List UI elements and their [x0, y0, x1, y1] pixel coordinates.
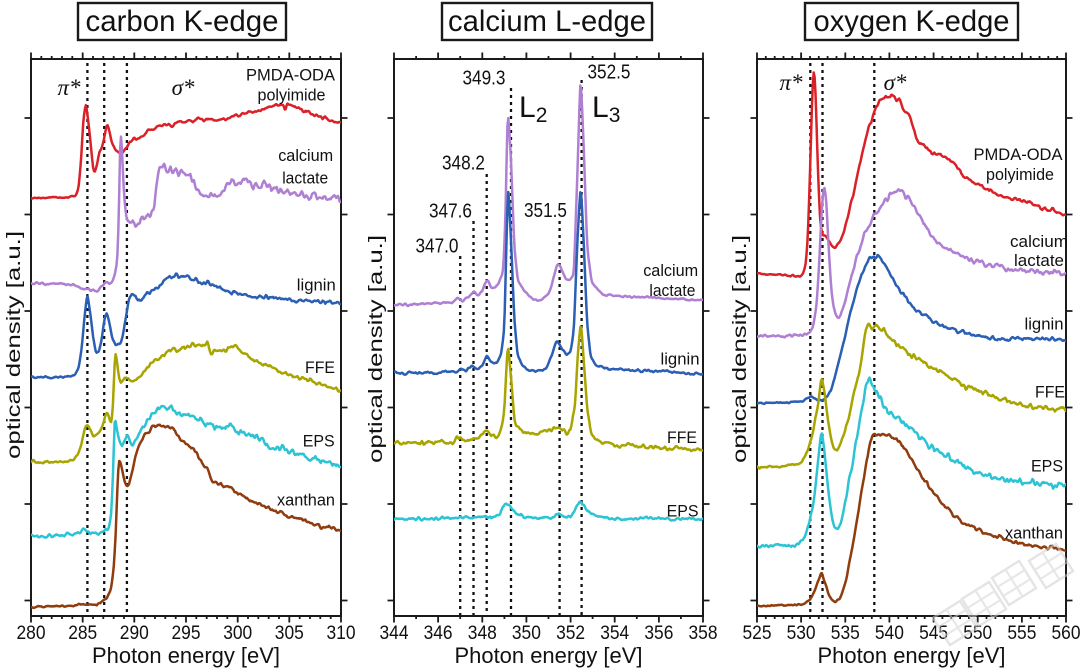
- svg-text:lignin: lignin: [1025, 316, 1064, 334]
- svg-text:348: 348: [468, 622, 497, 644]
- svg-text:545: 545: [919, 622, 948, 644]
- svg-text:lactate: lactate: [1014, 252, 1064, 270]
- svg-text:290: 290: [120, 622, 149, 644]
- svg-text:525: 525: [743, 622, 772, 644]
- svg-text:350: 350: [512, 622, 541, 644]
- svg-text:π*: π*: [779, 70, 803, 95]
- svg-text:344: 344: [380, 622, 409, 644]
- svg-text:lignin: lignin: [661, 351, 700, 369]
- svg-text:calcium L-edge: calcium L-edge: [448, 5, 646, 38]
- svg-text:EPS: EPS: [1031, 457, 1063, 475]
- svg-text:xanthan: xanthan: [1005, 524, 1063, 542]
- svg-text:EPS: EPS: [667, 502, 699, 520]
- svg-text:354: 354: [600, 622, 629, 644]
- svg-text:PMDA-ODA: PMDA-ODA: [246, 67, 335, 85]
- svg-text:carbon K-edge: carbon K-edge: [86, 5, 279, 38]
- svg-text:Photon energy [eV]: Photon energy [eV]: [92, 643, 280, 668]
- svg-text:351.5: 351.5: [524, 200, 567, 222]
- svg-text:280: 280: [17, 622, 46, 644]
- svg-text:lignin: lignin: [297, 277, 336, 295]
- svg-text:FFE: FFE: [1035, 384, 1065, 402]
- svg-text:calcium: calcium: [643, 262, 698, 280]
- svg-text:σ*: σ*: [172, 75, 195, 100]
- svg-text:lactate: lactate: [649, 282, 695, 300]
- svg-text:calcium: calcium: [278, 147, 333, 165]
- svg-text:352.5: 352.5: [588, 61, 631, 83]
- svg-text:optical density [a.u.]: optical density [a.u.]: [729, 235, 751, 463]
- svg-text:310: 310: [327, 622, 356, 644]
- svg-text:lactate: lactate: [282, 170, 328, 188]
- svg-text:358: 358: [689, 622, 718, 644]
- svg-text:FFE: FFE: [667, 429, 697, 447]
- svg-text:polyimide: polyimide: [986, 166, 1054, 184]
- svg-text:550: 550: [963, 622, 992, 644]
- svg-text:530: 530: [787, 622, 816, 644]
- svg-text:540: 540: [875, 622, 904, 644]
- svg-text:285: 285: [68, 622, 97, 644]
- svg-text:347.6: 347.6: [429, 201, 472, 223]
- svg-text:346: 346: [424, 622, 453, 644]
- svg-text:Photon energy [eV]: Photon energy [eV]: [818, 643, 1006, 668]
- svg-text:PMDA-ODA: PMDA-ODA: [974, 146, 1063, 164]
- svg-text:σ*: σ*: [884, 70, 907, 95]
- svg-text:295: 295: [172, 622, 201, 644]
- svg-text:535: 535: [831, 622, 860, 644]
- svg-text:calcium: calcium: [1010, 233, 1068, 251]
- svg-text:356: 356: [644, 622, 673, 644]
- svg-text:555: 555: [1007, 622, 1036, 644]
- svg-text:Photon energy [eV]: Photon energy [eV]: [455, 643, 643, 668]
- svg-text:xanthan: xanthan: [277, 492, 335, 510]
- svg-text:EPS: EPS: [303, 433, 335, 451]
- svg-text:349.3: 349.3: [463, 68, 506, 90]
- svg-text:560: 560: [1052, 622, 1080, 644]
- svg-text:347.0: 347.0: [416, 236, 459, 258]
- svg-text:FFE: FFE: [305, 359, 335, 377]
- svg-text:300: 300: [223, 622, 252, 644]
- svg-text:π*: π*: [57, 75, 81, 100]
- svg-text:348.2: 348.2: [442, 152, 485, 174]
- svg-text:oxygen K-edge: oxygen K-edge: [814, 5, 1010, 38]
- svg-text:polyimide: polyimide: [258, 87, 326, 105]
- svg-text:352: 352: [556, 622, 585, 644]
- svg-text:optical density [a.u.]: optical density [a.u.]: [365, 235, 387, 463]
- svg-text:optical density [a.u.]: optical density [a.u.]: [3, 231, 25, 459]
- svg-text:305: 305: [275, 622, 304, 644]
